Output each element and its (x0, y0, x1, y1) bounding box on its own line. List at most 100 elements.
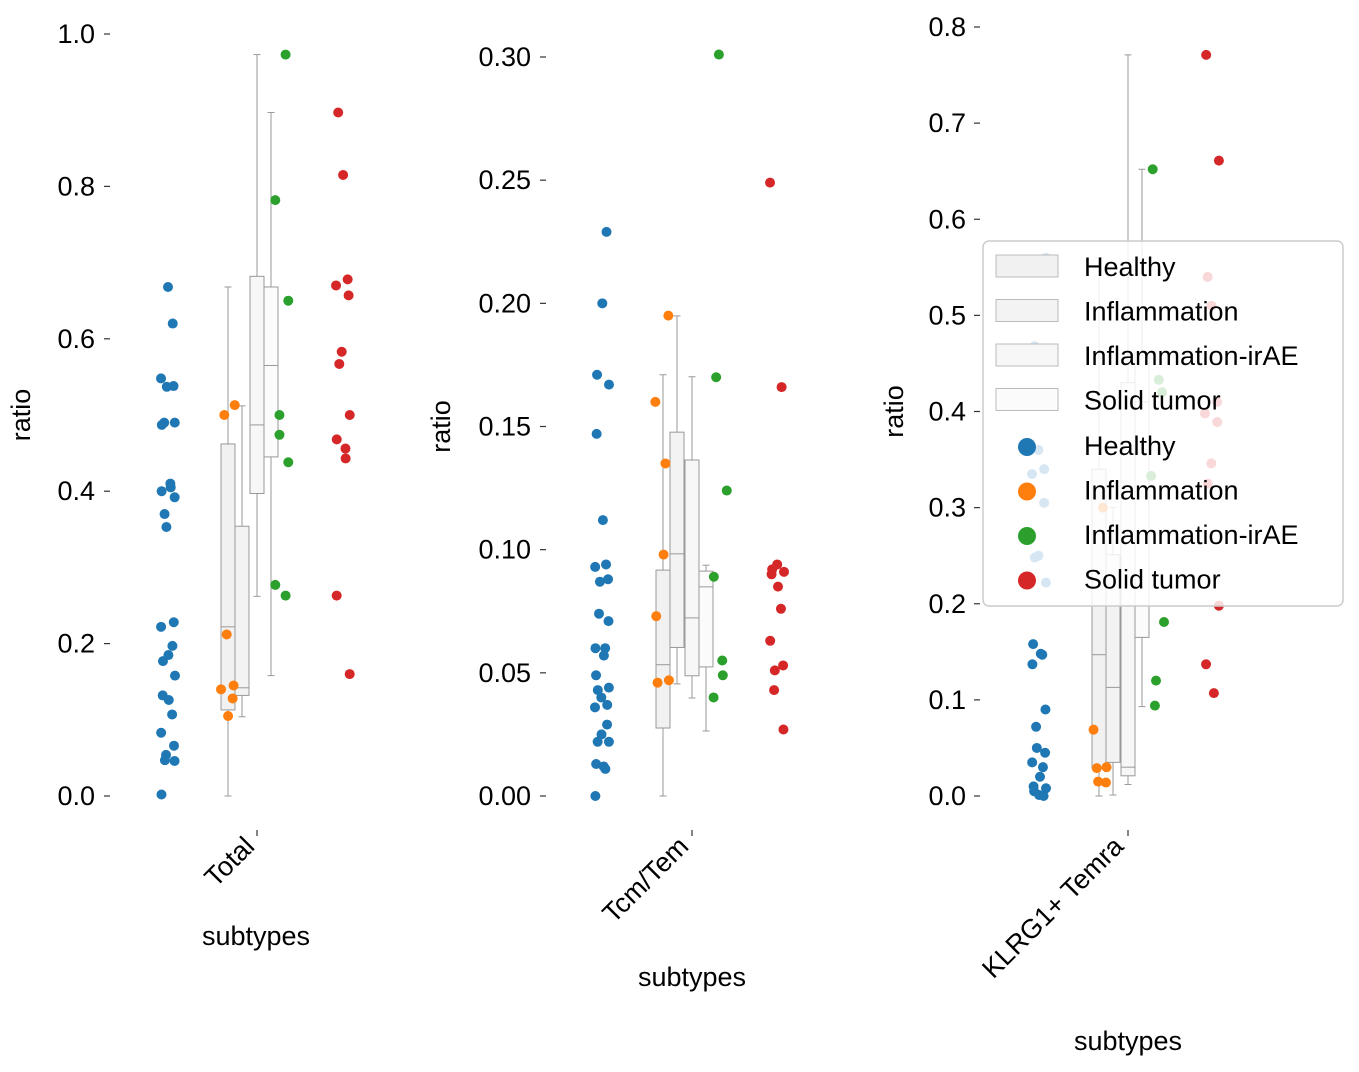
point-inflammation (1088, 724, 1099, 735)
legend-box-label-inflammation-irae: Inflammation-irAE (1084, 341, 1299, 371)
point-healthy (591, 758, 602, 769)
point-inflammation (229, 400, 240, 411)
point-solid-tumor (331, 590, 342, 601)
series-healthy (590, 226, 614, 801)
point-healthy (159, 509, 170, 520)
point-solid-tumor (340, 443, 351, 454)
point-healthy (156, 727, 167, 738)
point-inflammation-irae (1158, 617, 1169, 628)
point-healthy (602, 719, 613, 730)
y-tick-label: 0.8 (57, 171, 95, 201)
point-solid-tumor (778, 566, 789, 577)
point-inflammation-irae (280, 590, 291, 601)
point-inflammation-irae (270, 579, 281, 590)
legend-point-swatch-inflammation (1018, 482, 1036, 501)
point-healthy (603, 682, 614, 693)
points (156, 49, 355, 800)
point-inflammation (1093, 776, 1104, 787)
box-inflammation-irae (684, 376, 700, 699)
y-axis-title: ratio (879, 385, 909, 438)
point-solid-tumor (331, 434, 342, 445)
point-inflammation (650, 396, 661, 407)
point-healthy (591, 670, 602, 681)
point-inflammation-irae (274, 429, 285, 440)
point-healthy (169, 492, 180, 503)
series-inflammation-irae (708, 49, 732, 703)
point-solid-tumor (343, 290, 354, 301)
x-tick-label: Tcm/Tem (597, 831, 695, 929)
point-inflammation (1100, 777, 1111, 788)
point-inflammation-irae (711, 372, 722, 383)
point-inflammation (663, 310, 674, 321)
point-healthy (169, 670, 180, 681)
point-healthy (157, 656, 168, 667)
point-inflammation (658, 549, 669, 560)
point-healthy (1040, 747, 1051, 758)
point-inflammation-irae (1151, 675, 1162, 686)
point-solid-tumor (778, 724, 789, 735)
point-solid-tumor (344, 669, 355, 680)
box-healthy (655, 374, 671, 797)
legend-box-swatch-inflammation (995, 299, 1059, 322)
point-healthy (156, 789, 167, 800)
point-inflammation-irae (721, 485, 732, 496)
x-axis-title: subtypes (1074, 1026, 1182, 1056)
point-healthy (163, 281, 173, 292)
points (590, 49, 789, 801)
point-healthy (161, 381, 172, 392)
point-inflammation-irae (708, 571, 719, 582)
point-solid-tumor (1201, 49, 1212, 60)
series-solid-tumor (765, 177, 789, 735)
y-axis: 0.0 0.2 0.4 0.6 0.8 1.0 (57, 19, 110, 811)
point-healthy (597, 298, 608, 309)
point-solid-tumor (344, 410, 355, 420)
point-healthy (603, 379, 614, 390)
point-healthy (596, 729, 607, 740)
y-tick-label: 1.0 (57, 19, 95, 49)
box-inflammation-irae (249, 54, 265, 597)
point-inflammation-irae (717, 670, 728, 681)
point-healthy (603, 574, 614, 585)
point-solid-tumor (333, 107, 344, 118)
y-tick-label: 0.25 (478, 165, 531, 195)
legend-box-label-healthy: Healthy (1084, 252, 1176, 282)
point-inflammation (227, 693, 238, 704)
point-healthy (1034, 771, 1045, 782)
y-tick-label: 0.4 (57, 476, 95, 506)
point-healthy (601, 559, 612, 570)
boxes (655, 315, 714, 797)
legend-frame (982, 240, 1344, 607)
point-healthy (592, 369, 603, 380)
y-tick-label: 0.3 (928, 493, 966, 523)
point-solid-tumor (776, 382, 787, 393)
point-solid-tumor (765, 177, 776, 188)
point-healthy (1031, 721, 1042, 732)
y-axis: 0.00 0.05 0.10 0.15 0.20 0.25 0.30 (478, 42, 546, 811)
y-tick-label: 0.1 (928, 685, 966, 715)
point-healthy (167, 640, 178, 651)
point-inflammation-irae (270, 195, 281, 206)
y-tick-label: 0.5 (928, 300, 966, 330)
box-inflammation (234, 405, 250, 718)
point-healthy (600, 763, 611, 774)
point-healthy (603, 616, 614, 627)
point-solid-tumor (775, 603, 786, 614)
box-body (249, 275, 265, 494)
point-healthy (1038, 791, 1049, 801)
box-solid-tumor (698, 564, 714, 732)
series-inflammation (216, 400, 240, 721)
y-tick-label: 0.2 (928, 589, 966, 619)
box-body (684, 459, 700, 677)
y-tick-label: 0.2 (57, 629, 95, 659)
point-healthy (601, 226, 612, 237)
point-healthy (596, 692, 607, 703)
point-healthy (168, 740, 179, 751)
point-healthy (156, 419, 167, 430)
y-tick-label: 0.15 (478, 412, 531, 442)
y-tick-label: 0.7 (928, 108, 966, 138)
point-healthy (597, 515, 608, 526)
point-healthy (1028, 639, 1039, 650)
point-healthy (156, 373, 167, 384)
legend-point-swatch-healthy (1018, 438, 1036, 456)
y-tick-label: 0.4 (928, 397, 966, 427)
